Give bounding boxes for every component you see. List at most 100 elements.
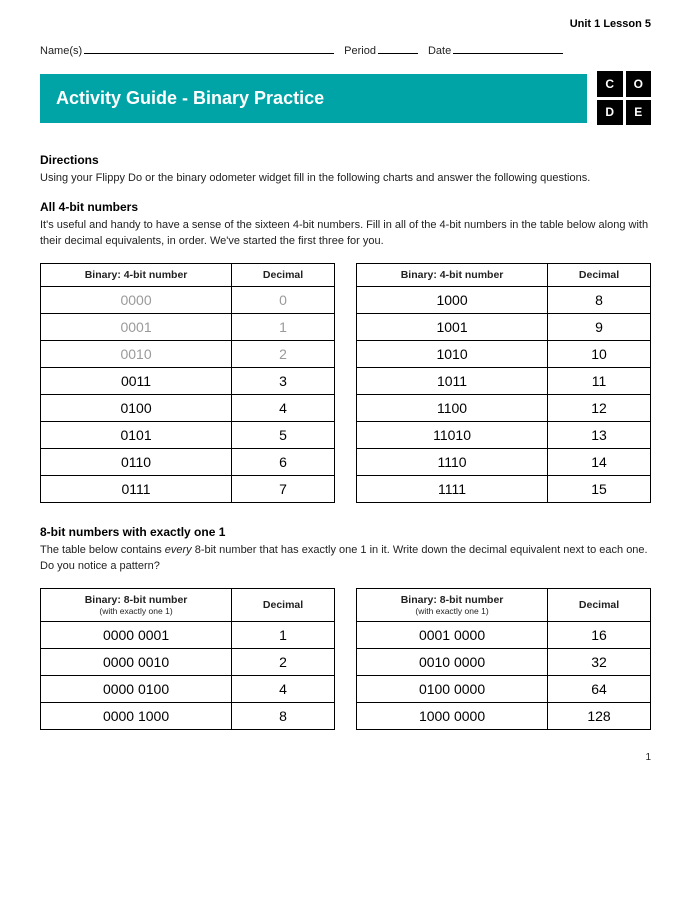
cell-decimal: 9 [548,314,651,341]
title-banner: Activity Guide - Binary Practice C O D E [40,71,651,125]
cell-decimal: 1 [232,314,335,341]
cell-binary: 0000 [41,287,232,314]
th-decimal: Decimal [232,588,335,621]
table-row: 00102 [41,341,335,368]
cell-decimal: 5 [232,422,335,449]
cell-binary: 1111 [357,476,548,503]
eightbit-text: The table below contains every 8-bit num… [40,543,651,574]
cell-binary: 0000 0001 [41,621,232,648]
th-binary: Binary: 8-bit number (with exactly one 1… [41,588,232,621]
cell-binary: 0100 [41,395,232,422]
cell-binary: 1100 [357,395,548,422]
table-row: 00011 [41,314,335,341]
names-label: Name(s) [40,45,82,57]
th-decimal: Decimal [548,588,651,621]
cell-decimal: 4 [232,395,335,422]
table-row: 110012 [357,395,651,422]
table-row: 00000 [41,287,335,314]
cell-decimal: 8 [548,287,651,314]
code-logo: C O D E [597,71,651,125]
cell-decimal: 2 [232,648,335,675]
fourbit-tables: Binary: 4-bit number Decimal 00000000110… [40,263,651,503]
cell-binary: 0000 1000 [41,702,232,729]
cell-binary: 1010 [357,341,548,368]
period-label: Period [344,45,376,57]
cell-decimal: 2 [232,341,335,368]
th-binary: Binary: 4-bit number [357,264,548,287]
table-row: 01004 [41,395,335,422]
cell-binary: 1110 [357,449,548,476]
cell-binary: 0101 [41,422,232,449]
cell-binary: 0001 [41,314,232,341]
cell-binary: 0010 [41,341,232,368]
eightbit-tables: Binary: 8-bit number (with exactly one 1… [40,588,651,730]
th-binary: Binary: 8-bit number (with exactly one 1… [357,588,548,621]
cell-decimal: 12 [548,395,651,422]
table-row: 0000 01004 [41,675,335,702]
cell-binary: 1001 [357,314,548,341]
eightbit-text-italic: every [165,544,192,556]
eightbit-head-text: 8-bit numbers with exactly one 1 [40,525,225,539]
table-row: 111014 [357,449,651,476]
th-binary-main: Binary: 8-bit number [85,594,188,606]
logo-o: O [626,71,652,97]
table-row: 0000 10008 [41,702,335,729]
th-binary-sub: (with exactly one 1) [361,606,543,616]
date-label: Date [428,45,451,57]
eightbit-head: 8-bit numbers with exactly one 1 [40,525,651,539]
table-row: 111115 [357,476,651,503]
cell-binary: 0110 [41,449,232,476]
table-row: 10008 [357,287,651,314]
cell-decimal: 16 [548,621,651,648]
cell-decimal: 7 [232,476,335,503]
directions-head: Directions [40,153,651,167]
table-row: 0000 00102 [41,648,335,675]
th-binary: Binary: 4-bit number [41,264,232,287]
eightbit-table-left: Binary: 8-bit number (with exactly one 1… [40,588,335,730]
table-row: 01015 [41,422,335,449]
cell-decimal: 1 [232,621,335,648]
cell-decimal: 4 [232,675,335,702]
table-row: 0100 000064 [357,675,651,702]
eightbit-text-a: The table below contains [40,544,165,556]
table-row: 0001 000016 [357,621,651,648]
table-row: 101111 [357,368,651,395]
cell-binary: 1000 [357,287,548,314]
fourbit-head: All 4-bit numbers [40,200,651,214]
unit-header: Unit 1 Lesson 5 [40,18,651,30]
th-binary-sub: (with exactly one 1) [45,606,227,616]
cell-decimal: 64 [548,675,651,702]
cell-binary: 0000 0100 [41,675,232,702]
cell-decimal: 32 [548,648,651,675]
cell-decimal: 8 [232,702,335,729]
cell-decimal: 6 [232,449,335,476]
cell-binary: 11010 [357,422,548,449]
table-row: 1101013 [357,422,651,449]
table-row: 01106 [41,449,335,476]
period-line [378,42,418,54]
logo-e: E [626,100,652,126]
cell-binary: 1011 [357,368,548,395]
table-row: 0010 000032 [357,648,651,675]
logo-d: D [597,100,623,126]
cell-decimal: 3 [232,368,335,395]
cell-decimal: 14 [548,449,651,476]
cell-decimal: 13 [548,422,651,449]
name-period-date-row: Name(s) Period Date [40,42,651,57]
cell-decimal: 10 [548,341,651,368]
cell-decimal: 15 [548,476,651,503]
fourbit-table-right: Binary: 4-bit number Decimal 10008100191… [356,263,651,503]
cell-decimal: 128 [548,702,651,729]
directions-text: Using your Flippy Do or the binary odome… [40,171,651,186]
fourbit-table-left: Binary: 4-bit number Decimal 00000000110… [40,263,335,503]
cell-binary: 0010 0000 [357,648,548,675]
banner-title: Activity Guide - Binary Practice [40,74,587,123]
date-line [453,42,563,54]
th-decimal: Decimal [232,264,335,287]
th-binary-main: Binary: 8-bit number [401,594,504,606]
cell-binary: 1000 0000 [357,702,548,729]
cell-binary: 0100 0000 [357,675,548,702]
fourbit-text: It's useful and handy to have a sense of… [40,218,651,249]
th-decimal: Decimal [548,264,651,287]
table-row: 0000 00011 [41,621,335,648]
